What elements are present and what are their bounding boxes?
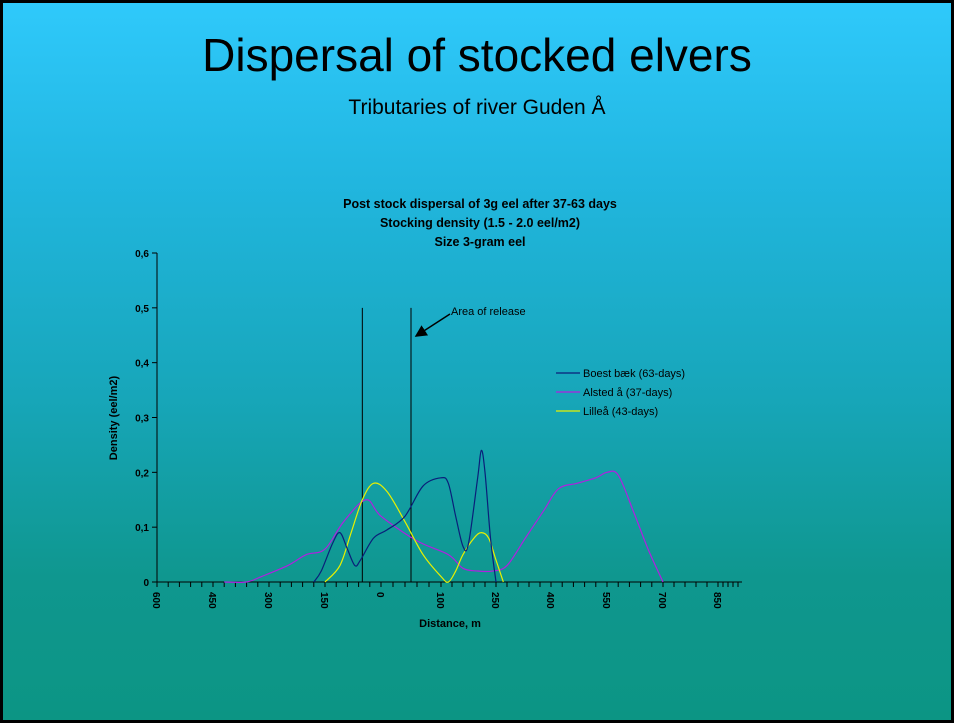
chart-title-line: Post stock dispersal of 3g eel after 37-… [343,197,617,211]
annotation: Area of release [414,306,526,337]
x-axis-label: Distance, m [419,618,481,630]
y-axis-label: Density (eel/m2) [108,375,120,460]
x-tick-label: 400 [544,592,555,609]
series-line-1 [224,470,664,584]
x-tick-label: 250 [489,592,500,609]
legend-label: Boest bæk (63-days) [583,368,685,380]
annotation-text: Area of release [451,306,526,318]
y-tick-label: 0,1 [135,523,149,534]
legend-label: Alsted å (37-days) [583,387,672,399]
y-tick-label: 0,5 [135,304,149,315]
x-tick-label: 850 [711,592,722,609]
chart-title: Post stock dispersal of 3g eel after 37-… [343,197,617,249]
y-tick-label: 0,3 [135,414,149,425]
y-tick-label: 0 [143,578,149,589]
series-line-0 [313,449,497,583]
chart-title-line: Size 3-gram eel [434,235,525,249]
x-tick-label: 700 [656,592,667,609]
slide-subtitle: Tributaries of river Guden Å [348,96,606,119]
x-tick-label: 150 [318,592,329,609]
legend-label: Lilleå (43-days) [583,406,658,418]
chart-title-line: Stocking density (1.5 - 2.0 eel/m2) [380,216,580,230]
x-tick-label: 550 [600,592,611,609]
y-tick-label: 0,4 [135,359,149,370]
slide-background [3,3,951,720]
y-tick-label: 0,6 [135,249,149,260]
series-line-2 [324,482,504,583]
slide-title: Dispersal of stocked elvers [202,29,752,81]
x-tick-label: 450 [206,592,217,609]
x-tick-label: 600 [150,592,161,609]
annotation-arrow [414,313,451,337]
y-tick-label: 0,2 [135,468,149,479]
x-tick-label: 300 [262,592,273,609]
x-tick-label: 0 [374,592,385,598]
x-tick-label: 100 [434,592,445,609]
